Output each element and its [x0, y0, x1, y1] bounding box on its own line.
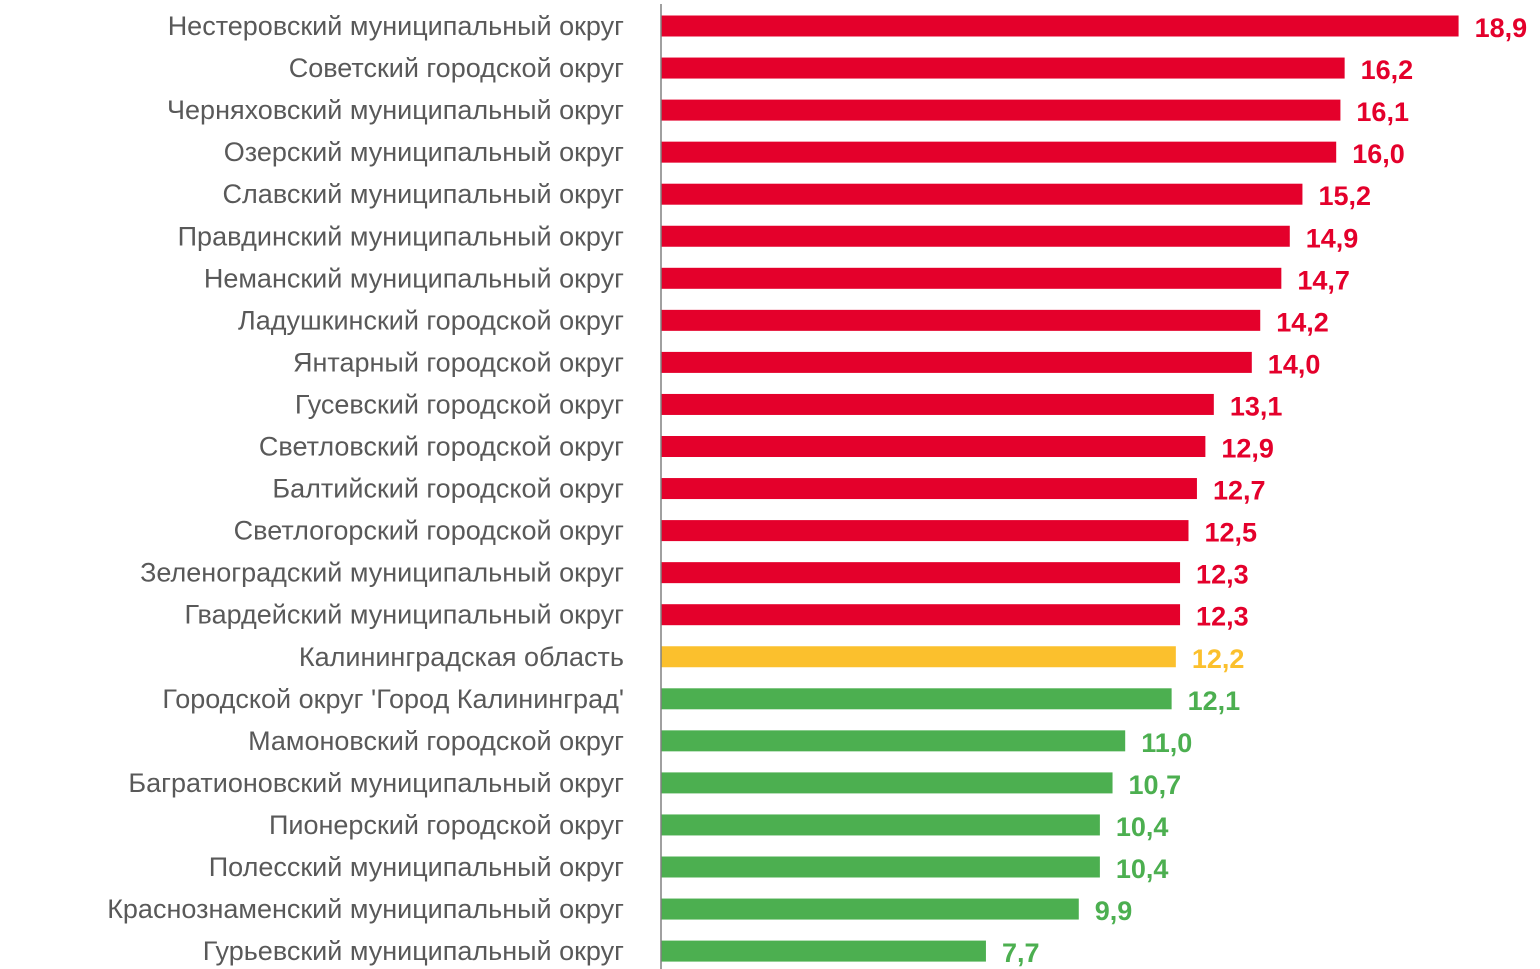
value-label: 10,7 [1129, 770, 1182, 800]
value-label: 14,2 [1276, 307, 1329, 337]
bar [661, 940, 986, 962]
value-label: 18,9 [1475, 13, 1528, 43]
category-label: Балтийский городской округ [272, 474, 624, 504]
category-label: Славский муниципальный округ [223, 179, 625, 209]
value-label: 11,0 [1141, 728, 1192, 758]
bar [661, 436, 1206, 457]
value-label: 12,3 [1196, 560, 1249, 590]
value-label: 13,1 [1230, 391, 1283, 421]
value-label: 10,4 [1116, 812, 1169, 842]
value-labels: 18,9 16,2 16,1 16,0 15,2 14,9 14,7 14,2 14,0 13,1… [1002, 13, 1527, 968]
category-label: Черняховский муниципальный округ [167, 95, 624, 125]
bar [661, 688, 1172, 710]
category-label: Нестеровский муниципальный округ [168, 11, 624, 41]
value-label: 12,3 [1196, 602, 1249, 632]
category-label: Озерский муниципальный округ [224, 137, 624, 167]
category-label: Янтарный городской округ [293, 347, 624, 377]
bar [661, 225, 1290, 247]
category-label: Гурьевский муниципальный округ [203, 936, 624, 966]
value-label: 14,7 [1297, 265, 1350, 295]
category-label: Полесский муниципальный округ [209, 852, 624, 882]
category-label: Гвардейский муниципальный округ [184, 600, 624, 630]
category-label: Городской округ 'Город Калининград' [162, 684, 624, 714]
value-label: 10,4 [1116, 854, 1169, 884]
category-label: Мамоновский городской округ [248, 726, 624, 756]
bar [661, 267, 1282, 289]
bar [661, 351, 1252, 373]
bar [661, 99, 1341, 121]
category-label: Пионерский городской округ [269, 810, 624, 840]
category-labels: Нестеровский муниципальный округ Советски… [107, 11, 624, 966]
bar [661, 898, 1079, 920]
category-label: Светловский городской округ [259, 432, 624, 462]
bar [661, 604, 1181, 626]
bar [661, 141, 1337, 163]
bar [661, 814, 1100, 836]
category-label: Краснознаменский муниципальный округ [107, 894, 624, 924]
category-label: Правдинский муниципальный округ [178, 221, 625, 251]
value-label: 15,2 [1318, 181, 1371, 211]
category-label: Багратионовский муниципальный округ [128, 768, 624, 798]
value-label: 12,5 [1205, 518, 1258, 548]
value-label: 9,9 [1095, 896, 1133, 926]
category-label: Неманский муниципальный округ [204, 263, 624, 293]
bar [661, 309, 1261, 331]
value-label: 16,0 [1352, 139, 1405, 169]
bar [661, 562, 1181, 584]
value-label: 16,1 [1356, 97, 1409, 127]
bar [661, 15, 1459, 37]
value-label: 12,1 [1188, 686, 1241, 716]
bar [661, 57, 1345, 79]
value-label: 12,2 [1192, 644, 1245, 674]
category-label: Советский городской округ [289, 53, 624, 83]
value-label: 12,9 [1221, 434, 1274, 464]
category-label: Гусевский городской округ [295, 389, 624, 419]
category-label: Калининградская область [299, 642, 624, 672]
bar [661, 646, 1176, 668]
value-label: 12,7 [1213, 476, 1266, 506]
bar [661, 478, 1197, 500]
bar [661, 730, 1126, 752]
value-label: 14,9 [1306, 223, 1359, 253]
bars-layer [661, 15, 1459, 962]
category-label: Зеленоградский муниципальный округ [140, 558, 624, 588]
category-label: Светлогорский городской округ [234, 516, 624, 546]
category-label: Ладушкинский городской округ [238, 305, 624, 335]
value-label: 16,2 [1361, 55, 1414, 85]
bar [661, 772, 1113, 794]
bar [661, 520, 1189, 542]
bar [661, 393, 1214, 415]
bar [661, 856, 1100, 878]
value-label: 7,7 [1002, 938, 1040, 968]
value-label: 14,0 [1268, 349, 1321, 379]
bar [661, 183, 1303, 205]
